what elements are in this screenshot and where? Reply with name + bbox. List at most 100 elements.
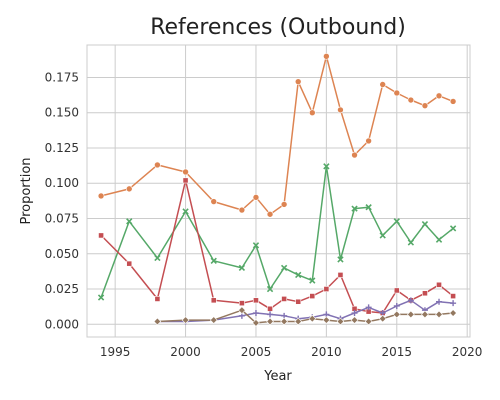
data-point xyxy=(309,293,316,299)
data-point xyxy=(351,310,358,317)
data-point xyxy=(210,198,218,205)
y-tick-label: 0.025 xyxy=(45,282,79,296)
y-tick-label: 0.000 xyxy=(45,317,79,331)
data-point xyxy=(153,317,162,326)
data-point xyxy=(379,81,386,88)
data-point xyxy=(238,264,246,272)
x-axis-label: Year xyxy=(263,369,292,384)
data-point xyxy=(436,281,442,288)
data-point xyxy=(379,232,386,239)
data-point xyxy=(280,317,288,326)
series-4 xyxy=(154,297,457,325)
x-axis: 1995 2000 2005 2010 2015 2020 xyxy=(100,345,483,359)
data-point xyxy=(407,239,415,246)
data-point xyxy=(450,293,457,299)
series-5 xyxy=(153,306,457,327)
data-point xyxy=(449,98,457,105)
data-point xyxy=(365,304,372,311)
x-tick-label: 2000 xyxy=(170,345,201,359)
data-point xyxy=(267,305,273,312)
data-point xyxy=(392,310,401,319)
data-point xyxy=(449,225,457,232)
data-point xyxy=(253,297,259,304)
data-point xyxy=(266,210,274,218)
data-point xyxy=(365,137,372,145)
data-point xyxy=(393,302,400,309)
data-point xyxy=(407,310,415,319)
data-point xyxy=(323,52,330,60)
data-point xyxy=(350,316,359,324)
y-axis-label: Proportion xyxy=(19,157,34,224)
y-tick-label: 0.175 xyxy=(45,70,79,84)
series-1 xyxy=(97,52,457,218)
data-point xyxy=(449,309,457,317)
chart-title: References (Outbound) xyxy=(150,15,406,40)
data-point xyxy=(322,316,331,324)
data-point xyxy=(281,296,288,302)
data-point xyxy=(126,260,133,267)
data-point xyxy=(238,300,245,307)
data-point xyxy=(182,168,189,176)
data-point xyxy=(238,206,246,214)
y-tick-label: 0.050 xyxy=(45,247,79,261)
data-point xyxy=(294,78,302,85)
data-point xyxy=(421,310,429,319)
data-point xyxy=(323,286,330,292)
y-tick-label: 0.100 xyxy=(45,176,79,190)
y-axis: 0.000 0.025 0.050 0.075 0.100 0.125 0.150 0.175 xyxy=(45,70,79,331)
data-point xyxy=(252,310,259,317)
data-point xyxy=(266,285,274,293)
series-layer xyxy=(97,52,457,327)
data-point xyxy=(252,319,260,327)
data-point xyxy=(210,257,217,264)
data-point xyxy=(336,317,345,326)
data-point xyxy=(308,109,316,117)
data-point xyxy=(422,290,428,297)
data-point xyxy=(421,220,429,228)
data-point xyxy=(267,311,274,318)
data-point xyxy=(97,294,105,301)
data-point xyxy=(309,277,316,284)
x-tick-label: 2020 xyxy=(452,345,483,359)
data-point xyxy=(450,300,457,307)
x-tick-label: 1995 xyxy=(100,345,131,359)
grid xyxy=(87,45,470,337)
x-tick-label: 2015 xyxy=(382,345,413,359)
data-point xyxy=(323,163,330,170)
data-point xyxy=(364,317,373,326)
data-point xyxy=(308,314,317,323)
data-point xyxy=(337,256,344,263)
data-point xyxy=(337,106,344,114)
data-point xyxy=(365,204,372,211)
data-point xyxy=(238,306,246,315)
data-point xyxy=(393,89,401,97)
data-point xyxy=(154,254,161,262)
plot-frame xyxy=(86,44,471,338)
data-point xyxy=(252,242,260,249)
y-tick-label: 0.075 xyxy=(45,212,79,226)
data-point xyxy=(378,314,387,323)
data-point xyxy=(435,92,443,100)
y-tick-label: 0.125 xyxy=(45,141,79,155)
data-point xyxy=(294,317,303,326)
data-point xyxy=(266,317,274,326)
data-point xyxy=(210,297,217,304)
data-point xyxy=(351,151,358,159)
series-2 xyxy=(97,163,457,301)
data-point xyxy=(280,201,288,208)
data-point xyxy=(125,185,133,193)
data-point xyxy=(436,298,443,305)
y-tick-label: 0.150 xyxy=(45,106,79,120)
data-point xyxy=(126,218,133,225)
data-point xyxy=(351,205,358,212)
data-point xyxy=(295,271,302,279)
data-point xyxy=(393,287,400,294)
data-point xyxy=(154,161,161,169)
data-point xyxy=(182,208,189,215)
series-3 xyxy=(98,177,457,316)
x-tick-label: 2010 xyxy=(311,345,342,359)
data-point xyxy=(209,316,218,324)
data-point xyxy=(252,194,260,201)
